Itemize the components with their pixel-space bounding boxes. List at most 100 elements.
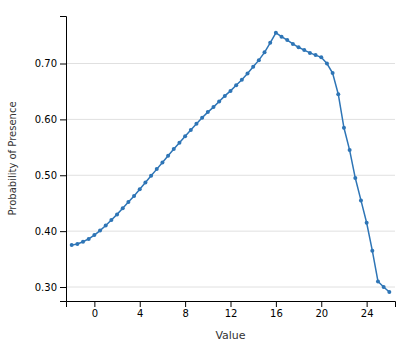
point: [166, 154, 170, 158]
x-tick-label: 16: [270, 308, 283, 319]
point: [229, 89, 233, 93]
point: [104, 224, 108, 228]
y-tick-label: 0.40: [35, 226, 57, 237]
point: [98, 229, 102, 233]
y-tick-mark: [60, 287, 66, 288]
x-tick-mark: [231, 301, 232, 307]
x-tick-label: 4: [137, 308, 143, 319]
x-tick-mark: [94, 301, 95, 307]
y-tick-mark: [60, 64, 66, 65]
y-tick-label: 0.50: [35, 170, 57, 181]
point: [353, 176, 357, 180]
point: [211, 105, 215, 109]
x-tick-mark: [140, 301, 141, 307]
x-tick: 16: [270, 301, 283, 319]
point: [143, 181, 147, 185]
point: [263, 50, 267, 54]
line: [72, 33, 390, 292]
x-tick-label: 8: [182, 308, 188, 319]
y-tick-mark: [60, 175, 66, 176]
point: [342, 126, 346, 130]
marks: [70, 31, 392, 294]
point: [121, 206, 125, 210]
x-tick: 8: [182, 301, 188, 319]
point: [376, 279, 380, 283]
point: [314, 53, 318, 57]
point: [81, 240, 85, 244]
y-tick: 0.70: [35, 58, 66, 69]
grid: [66, 64, 395, 288]
x-tick-mark: [321, 301, 322, 307]
point: [92, 233, 96, 237]
point: [331, 71, 335, 75]
grid-line: [66, 287, 395, 288]
point: [285, 38, 289, 42]
y-axis: 0.30 0.40 0.50 0.60 0.70: [35, 17, 67, 302]
point: [297, 45, 301, 49]
x-tick-label: 12: [225, 308, 238, 319]
point: [70, 243, 74, 247]
point: [387, 290, 391, 294]
point: [336, 92, 340, 96]
point: [126, 200, 130, 204]
x-tick-label: 0: [92, 308, 98, 319]
point: [240, 78, 244, 82]
point: [274, 31, 278, 35]
plot: 0 4 8 12 16 20 24 0.30 0.40 0.50 0.60 0.70: [35, 17, 396, 320]
x-tick-mark: [367, 301, 368, 307]
point: [234, 83, 238, 87]
x-axis-line: [67, 302, 396, 308]
y-tick: 0.30: [35, 282, 66, 293]
point: [109, 218, 113, 222]
point: [325, 62, 329, 66]
grid-line: [66, 231, 395, 232]
point: [217, 100, 221, 104]
point: [348, 148, 352, 152]
point: [132, 194, 136, 198]
x-tick: 12: [225, 301, 238, 319]
point: [319, 55, 323, 59]
x-tick-label: 24: [361, 308, 374, 319]
point: [160, 160, 164, 164]
grid-line: [66, 119, 395, 120]
x-axis-title: Value: [215, 329, 245, 342]
y-tick-label: 0.60: [35, 114, 57, 125]
x-tick-label: 20: [315, 308, 328, 319]
point: [291, 42, 295, 46]
point: [206, 110, 210, 114]
x-tick: 24: [361, 301, 374, 319]
y-tick-label: 0.30: [35, 282, 57, 293]
point: [365, 221, 369, 225]
point: [149, 174, 153, 178]
point: [370, 249, 374, 253]
point: [257, 58, 261, 62]
point: [246, 72, 250, 76]
point: [155, 167, 159, 171]
y-tick: 0.60: [35, 114, 66, 125]
x-tick: 20: [315, 301, 328, 319]
point: [138, 187, 142, 191]
point: [189, 128, 193, 132]
y-tick-mark: [60, 231, 66, 232]
point: [194, 122, 198, 126]
point: [172, 147, 176, 151]
grid-line: [66, 63, 395, 64]
y-axis-title: Probability of Presence: [7, 101, 18, 215]
x-tick-mark: [185, 301, 186, 307]
point: [223, 94, 227, 98]
point: [359, 198, 363, 202]
point: [382, 285, 386, 289]
point: [308, 51, 312, 55]
y-tick-mark: [60, 119, 66, 120]
point: [200, 116, 204, 120]
point: [115, 212, 119, 216]
point: [302, 48, 306, 52]
point: [183, 134, 187, 138]
y-tick-label: 0.70: [35, 58, 57, 69]
grid-line: [66, 175, 395, 176]
x-tick: 4: [137, 301, 143, 319]
x-tick-mark: [276, 301, 277, 307]
y-axis-line: [60, 17, 67, 302]
point: [75, 242, 79, 246]
point: [251, 65, 255, 69]
